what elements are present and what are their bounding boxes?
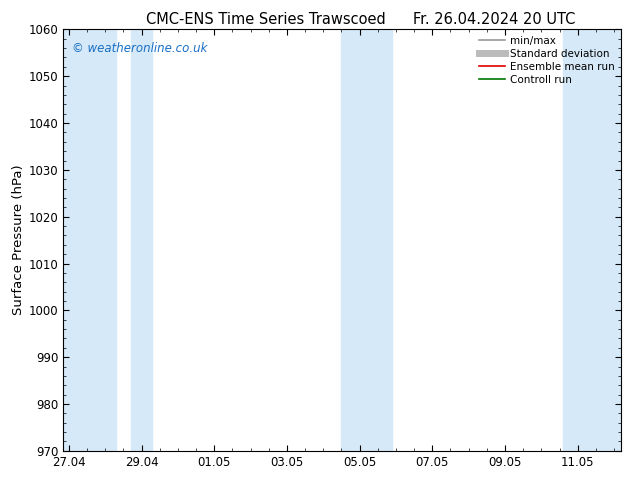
- Y-axis label: Surface Pressure (hPa): Surface Pressure (hPa): [11, 165, 25, 316]
- Legend: min/max, Standard deviation, Ensemble mean run, Controll run: min/max, Standard deviation, Ensemble me…: [475, 31, 619, 89]
- Text: Fr. 26.04.2024 20 UTC: Fr. 26.04.2024 20 UTC: [413, 12, 576, 27]
- Bar: [342, 29, 392, 451]
- Bar: [131, 29, 152, 451]
- Bar: [563, 29, 621, 451]
- Bar: [63, 29, 116, 451]
- Text: CMC-ENS Time Series Trawscoed: CMC-ENS Time Series Trawscoed: [146, 12, 386, 27]
- Text: © weatheronline.co.uk: © weatheronline.co.uk: [72, 42, 207, 55]
